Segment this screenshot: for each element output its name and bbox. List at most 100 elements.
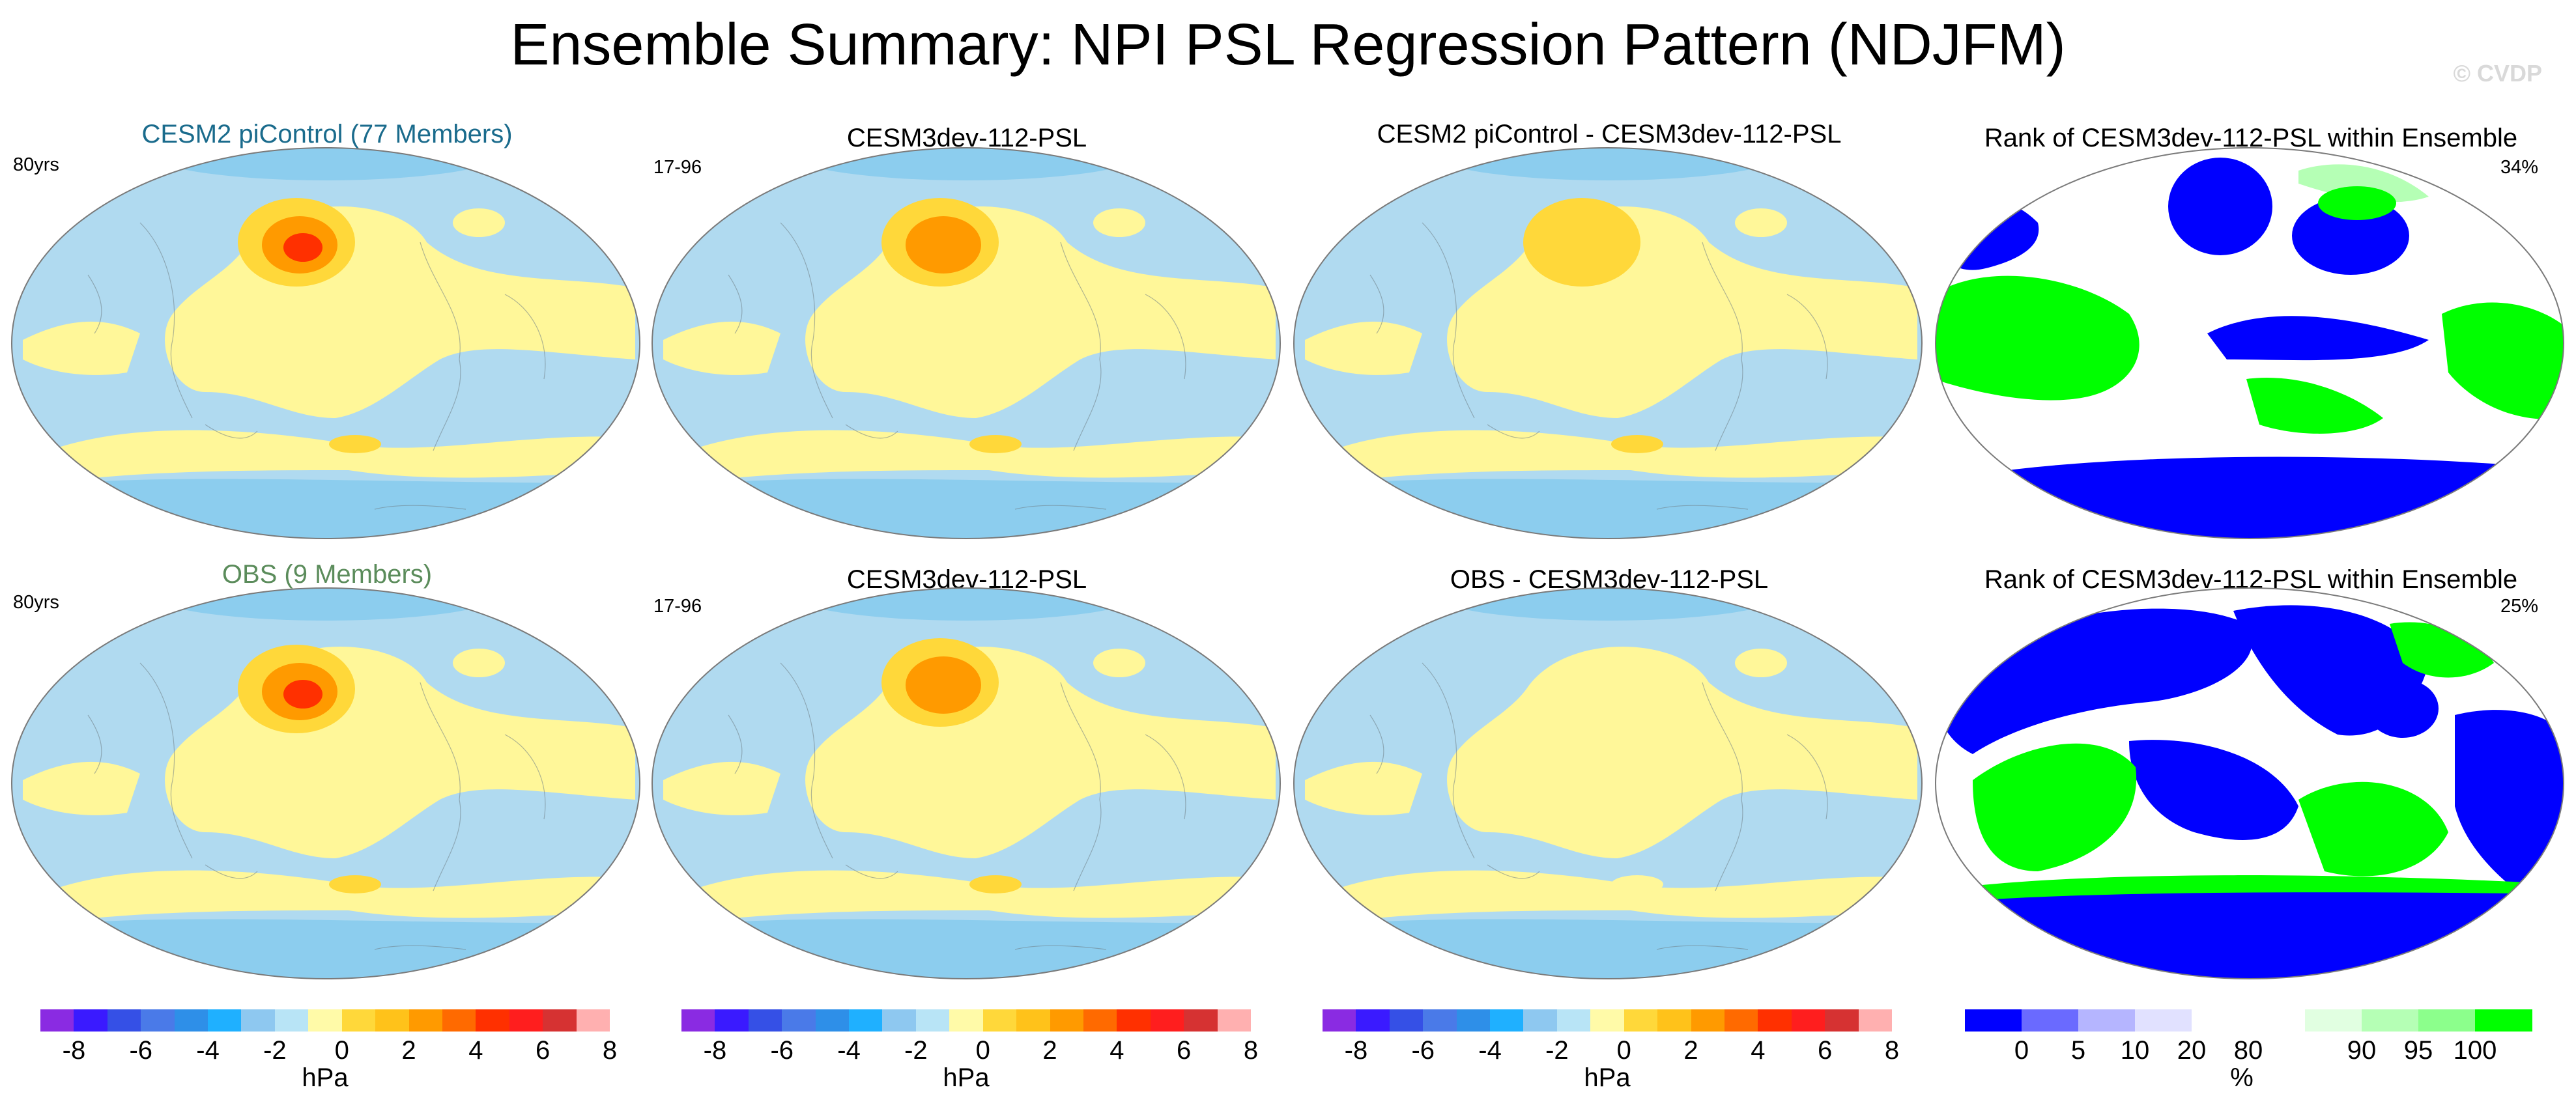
colorbar-swatch <box>1050 1009 1084 1032</box>
panel-title-diff: CESM2 piControl - CESM3dev-112-PSL <box>1377 120 1842 148</box>
map-border <box>1935 147 2564 539</box>
panel-tag-rank-percent: 34% <box>2500 157 2539 178</box>
colorbar-swatch <box>107 1009 141 1032</box>
colorbar-swatch <box>2022 1009 2079 1032</box>
npi-high-core <box>283 680 322 709</box>
coastline <box>504 294 546 380</box>
panel-tag-ens-years: 80yrs <box>13 154 59 175</box>
colorbar-swatch <box>1523 1009 1558 1032</box>
colorbar-swatch <box>2192 1009 2249 1032</box>
southern-low <box>1294 479 1922 539</box>
coastline <box>374 505 466 510</box>
southern-low <box>12 479 640 539</box>
rank-high-region <box>1936 275 2140 400</box>
positive-spot <box>1611 875 1663 893</box>
colorbar-swatch <box>40 1009 74 1032</box>
rank-high-region <box>1973 743 2137 871</box>
coastlines <box>728 222 1186 510</box>
colorbar-swatch <box>1590 1009 1625 1032</box>
colorbar-swatch <box>174 1009 208 1032</box>
colorbar-swatch <box>543 1009 577 1032</box>
coastline <box>1145 294 1186 380</box>
colorbar-tick-label: 6 <box>1177 1036 1192 1065</box>
rank-high-region <box>2298 781 2448 877</box>
colorbar-swatch <box>1691 1009 1725 1032</box>
coastline <box>1656 505 1749 510</box>
colorbar-swatch <box>1150 1009 1184 1032</box>
colorbar-swatch <box>208 1009 242 1032</box>
colorbar-tick-label: -4 <box>1478 1036 1502 1065</box>
coastline <box>1369 274 1384 334</box>
coastline <box>87 714 102 774</box>
colorbar-swatch <box>1356 1009 1390 1032</box>
map-obs-npi-psl <box>11 587 640 979</box>
map-border <box>11 587 640 979</box>
colorbar-swatch <box>849 1009 883 1032</box>
colorbar-tick-label: 4 <box>468 1036 483 1065</box>
colorbar-tick-label: -8 <box>1344 1036 1368 1065</box>
southern-low <box>1294 919 1922 979</box>
colorbar-swatch <box>1657 1009 1692 1032</box>
coastlines <box>1369 662 1828 950</box>
colorbar-tick-label: 6 <box>1818 1036 1833 1065</box>
colorbar-swatch <box>2135 1009 2192 1032</box>
southern-low <box>652 479 1280 539</box>
colorbar-swatch <box>1965 1009 2022 1032</box>
coastline <box>1702 242 1743 451</box>
coastlines <box>728 662 1186 950</box>
coastlines <box>87 662 546 950</box>
map-model-npi-psl <box>651 147 1281 539</box>
colorbar-swatch <box>2248 1009 2306 1032</box>
colorbar-swatch <box>1016 1009 1051 1032</box>
panel-tag-model-years-row2: 17-96 <box>653 596 702 617</box>
colorbar-swatch <box>2418 1009 2476 1032</box>
colorbar-swatch <box>2362 1009 2419 1032</box>
map-field <box>12 588 640 979</box>
colorbar-swatch <box>1624 1009 1658 1032</box>
npi-high-contour <box>1523 198 1640 287</box>
coastline <box>728 274 743 334</box>
map-field <box>12 148 640 539</box>
rank-low-region <box>2129 740 2298 840</box>
arctic-low <box>784 588 1149 621</box>
arctic-low <box>1425 148 1790 180</box>
map-model-npi-psl-row2 <box>651 587 1281 979</box>
colorbar-swatch <box>1456 1009 1491 1032</box>
colorbar-swatch <box>1758 1009 1792 1032</box>
arctic-low <box>143 588 508 621</box>
coastlines <box>87 222 546 510</box>
colorbar-swatch <box>308 1009 343 1032</box>
colorbar-swatch <box>1724 1009 1758 1032</box>
panel-tag-rank-percent-row2: 25% <box>2500 596 2539 617</box>
map-field <box>652 588 1280 979</box>
colorbar-swatch <box>1791 1009 1825 1032</box>
coastline <box>1786 294 1828 380</box>
colorbar-swatch <box>1556 1009 1591 1032</box>
colorbar-swatch <box>1184 1009 1218 1032</box>
colorbar-tick-label: 8 <box>602 1036 618 1065</box>
npi-high-core <box>283 233 322 262</box>
coastline <box>87 274 102 334</box>
rank-low-region <box>2168 158 2272 255</box>
colorbar-tick-label: -2 <box>904 1036 928 1065</box>
map-ens-npi-psl <box>11 147 640 539</box>
colorbar-tick-label: 4 <box>1109 1036 1124 1065</box>
colorbar-swatch <box>375 1009 410 1032</box>
positive-region <box>23 761 140 815</box>
map-border <box>1935 587 2564 979</box>
map-border <box>1293 587 1923 979</box>
colorbar-swatch <box>2078 1009 2136 1032</box>
colorbar-swatch <box>442 1009 476 1032</box>
colorbar-swatch <box>2475 1009 2532 1032</box>
positive-spot <box>329 435 381 453</box>
positive-region <box>663 321 780 375</box>
rank-low-region <box>2367 679 2439 738</box>
coastline <box>1656 945 1749 950</box>
positive-spot <box>969 875 1022 893</box>
colorbar-tick-label: 10 <box>2120 1036 2150 1065</box>
rank-low-band <box>1936 456 2564 539</box>
coastline <box>420 242 461 451</box>
colorbar-swatch <box>408 1009 443 1032</box>
colorbar-unit-label: hPa <box>943 1063 990 1092</box>
map-rank-npi-psl-row2 <box>1935 587 2564 979</box>
